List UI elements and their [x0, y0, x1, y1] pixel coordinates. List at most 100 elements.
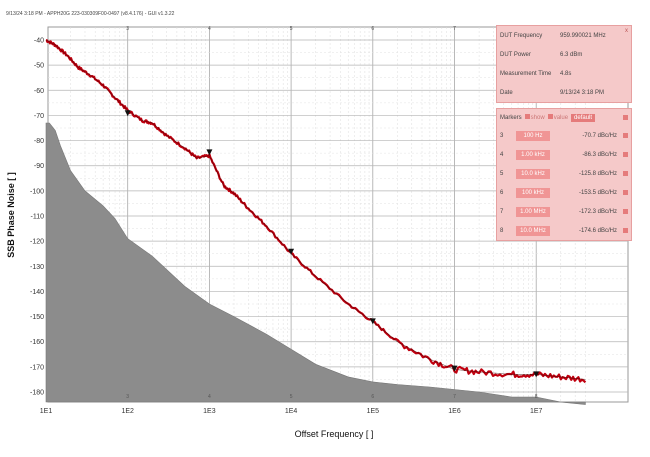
info-row-measurement-time: Measurement Time 4.8s [497, 64, 631, 83]
measured-trace-smoothed [45, 39, 586, 380]
marker-bottom-index: 8 [535, 394, 538, 400]
info-label: Measurement Time [500, 70, 552, 77]
marker-bottom-index: 3 [126, 394, 129, 400]
y-tick-label: -180 [30, 390, 44, 397]
marker-bottom-index: 6 [371, 394, 374, 400]
marker-triangle[interactable] [124, 110, 131, 117]
marker-index: 4 [500, 151, 504, 158]
marker-triangle[interactable] [369, 318, 376, 325]
info-row-dut-frequency: DUT Frequency 959.990021 MHz [497, 26, 631, 45]
value-label: value [553, 115, 569, 121]
y-tick-label: -40 [34, 38, 44, 45]
x-tick-label: 1E5 [367, 408, 380, 415]
info-value: 9/13/24 3:18 PM [560, 89, 605, 96]
marker-index: 6 [500, 189, 504, 196]
markers-panel: Markers show value default 3 100 Hz -70.7 … [496, 108, 632, 241]
value-toggle[interactable]: value [547, 114, 569, 121]
marker-triangle[interactable] [288, 248, 295, 255]
marker-top-index: 5 [290, 26, 293, 32]
info-value: 959.990021 MHz [560, 32, 606, 39]
marker-top-index: 3 [126, 26, 129, 32]
checkbox-icon [524, 114, 530, 119]
marker-value: -86.3 dBc/Hz [582, 151, 617, 158]
marker-bottom-index: 5 [290, 394, 293, 400]
y-tick-label: -120 [30, 239, 44, 246]
marker-value: -174.6 dBc/Hz [578, 227, 617, 234]
x-tick-label: 1E7 [530, 408, 543, 415]
x-tick-label: 1E1 [40, 408, 53, 415]
marker-frequency-field[interactable]: 10.0 kHz [516, 168, 550, 179]
y-tick-label: -70 [34, 113, 44, 120]
y-tick-label: -170 [30, 364, 44, 371]
y-tick-label: -130 [30, 264, 44, 271]
measurement-info-panel: x DUT Frequency 959.990021 MHz DUT Power… [496, 25, 632, 103]
info-row-date: Date 9/13/24 3:18 PM [497, 83, 631, 102]
marker-value: -125.8 dBc/Hz [578, 170, 617, 177]
marker-frequency-field[interactable]: 100 kHz [516, 187, 550, 198]
marker-frequency-field[interactable]: 1.00 kHz [516, 149, 550, 160]
marker-toggle-icon[interactable] [623, 228, 628, 233]
marker-top-index: 7 [453, 26, 456, 32]
marker-toggle-icon[interactable] [623, 152, 628, 157]
y-tick-label: -160 [30, 339, 44, 346]
marker-index: 8 [500, 227, 504, 234]
default-button[interactable]: default [571, 113, 596, 122]
marker-row[interactable]: 4 1.00 kHz -86.3 dBc/Hz [497, 145, 631, 164]
info-label: DUT Power [500, 51, 531, 58]
marker-index: 7 [500, 208, 504, 215]
marker-triangle[interactable] [206, 149, 213, 156]
y-tick-label: -90 [34, 163, 44, 170]
show-toggle[interactable]: show [524, 114, 545, 121]
markers-title: Markers [500, 114, 522, 121]
measured-trace-noise [45, 38, 587, 384]
x-tick-label: 1E4 [285, 408, 298, 415]
marker-triangle[interactable] [533, 371, 540, 378]
info-value: 4.8s [560, 70, 572, 77]
marker-frequency-field[interactable]: 1.00 MHz [516, 206, 550, 217]
marker-top-index: 6 [371, 26, 374, 32]
noise-floor-area [45, 122, 586, 405]
info-label: Date [500, 89, 513, 96]
marker-row[interactable]: 6 100 kHz -153.5 dBc/Hz [497, 183, 631, 202]
marker-value: -153.5 dBc/Hz [578, 189, 617, 196]
marker-value: -70.7 dBc/Hz [582, 132, 617, 139]
info-value: 6.3 dBm [560, 51, 583, 58]
close-icon[interactable]: x [625, 28, 628, 34]
noise-floor-fill [45, 122, 586, 405]
marker-value: -172.3 dBc/Hz [578, 208, 617, 215]
y-tick-label: -150 [30, 314, 44, 321]
marker-toggle-icon[interactable] [623, 133, 628, 138]
x-tick-label: 1E2 [121, 408, 134, 415]
info-row-dut-power: DUT Power 6.3 dBm [497, 45, 631, 64]
marker-row[interactable]: 3 100 Hz -70.7 dBc/Hz [497, 126, 631, 145]
marker-row[interactable]: 8 10.0 MHz -174.6 dBc/Hz [497, 221, 631, 240]
marker-index: 3 [500, 132, 504, 139]
marker-toggle-icon[interactable] [623, 209, 628, 214]
settings-icon[interactable] [623, 115, 628, 120]
marker-frequency-field[interactable]: 10.0 MHz [516, 225, 550, 236]
y-tick-label: -110 [31, 214, 45, 221]
x-tick-label: 1E3 [203, 408, 216, 415]
marker-toggle-icon[interactable] [623, 171, 628, 176]
y-tick-label: -100 [30, 188, 44, 195]
marker-triangle[interactable] [451, 365, 458, 372]
tick-labels: 1E1 1E2 1E3 1E4 1E5 1E6 1E7 -40 -50 -60 -70 -80 -90 -… [30, 38, 543, 416]
checkbox-icon [547, 114, 553, 119]
y-tick-label: -50 [34, 63, 44, 70]
phase-noise-trace [45, 38, 587, 384]
y-axis-title: SSB Phase Noise [ ] [6, 172, 16, 258]
marker-bottom-index: 4 [208, 394, 211, 400]
y-tick-label: -80 [34, 138, 44, 145]
marker-frequency-field[interactable]: 100 Hz [516, 130, 550, 141]
info-label: DUT Frequency [500, 32, 543, 39]
x-tick-label: 1E6 [448, 408, 461, 415]
markers-header: Markers show value default [497, 109, 631, 126]
show-label: show [530, 115, 545, 121]
marker-row[interactable]: 5 10.0 kHz -125.8 dBc/Hz [497, 164, 631, 183]
marker-toggle-icon[interactable] [623, 190, 628, 195]
marker-bottom-index: 7 [453, 394, 456, 400]
x-axis-title: Offset Frequency [ ] [295, 429, 374, 439]
marker-top-index: 4 [208, 26, 211, 32]
y-tick-label: -140 [30, 289, 44, 296]
marker-row[interactable]: 7 1.00 MHz -172.3 dBc/Hz [497, 202, 631, 221]
